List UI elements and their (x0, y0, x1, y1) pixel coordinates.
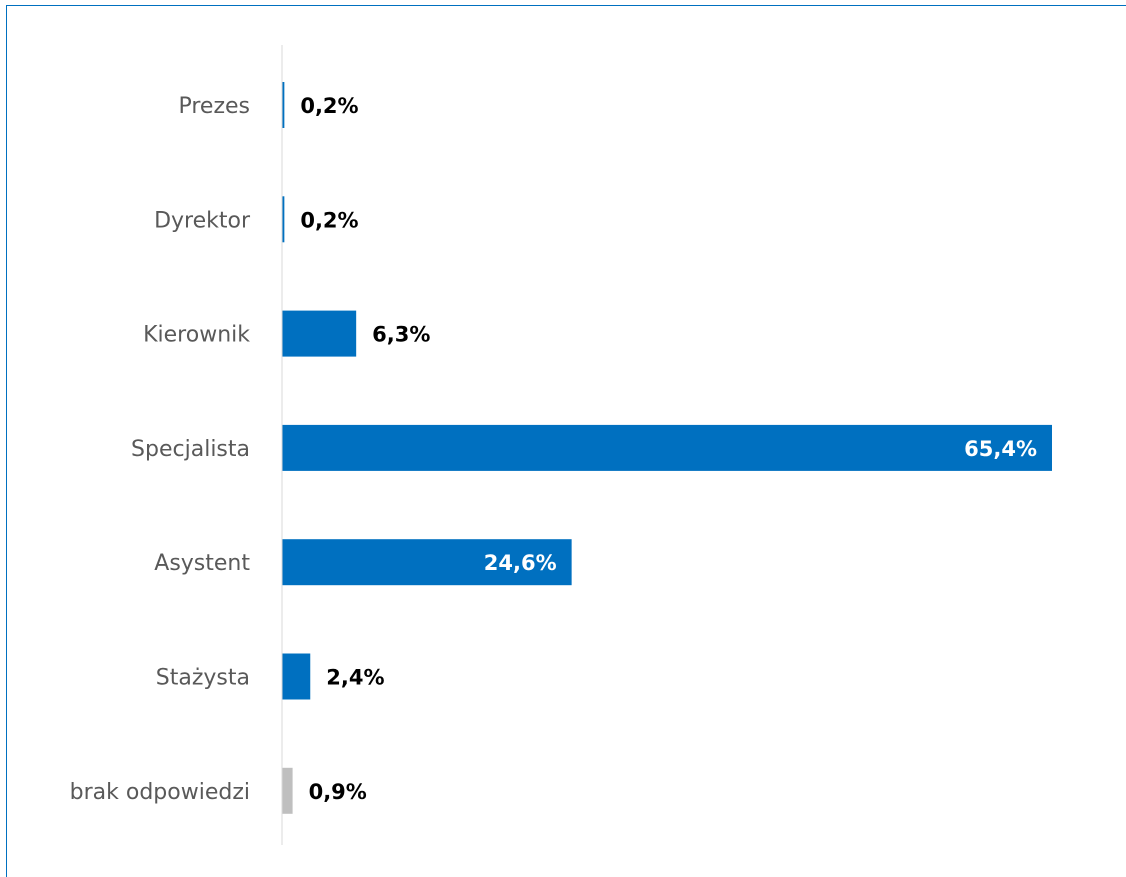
category-label-3: Specjalista (131, 437, 250, 462)
bar-5 (282, 653, 311, 700)
value-label-5: 2,4% (326, 666, 384, 690)
category-label-6: brak odpowiedzi (70, 780, 250, 805)
value-label-4: 24,6% (484, 551, 557, 575)
category-label-5: Stażysta (156, 666, 250, 691)
value-label-6: 0,9% (309, 780, 367, 804)
bars-layer (282, 82, 1052, 814)
chart-frame (6, 5, 1126, 877)
value-label-2: 6,3% (372, 323, 430, 347)
category-label-0: Prezes (178, 94, 250, 119)
category-label-1: Dyrektor (154, 208, 251, 233)
value-label-3: 65,4% (964, 437, 1037, 461)
value-label-1: 0,2% (300, 208, 358, 232)
bar-6 (282, 767, 293, 814)
bar-3 (282, 424, 1052, 471)
bar-0 (282, 82, 285, 128)
value-label-0: 0,2% (300, 94, 358, 118)
category-label-2: Kierownik (143, 323, 250, 348)
labels-layer: Prezes 0,2% Dyrektor 0,2% Kierownik 6,3% Specj… (70, 94, 1037, 805)
bar-1 (282, 196, 285, 243)
category-label-4: Asystent (154, 551, 250, 576)
bar-4 (282, 539, 572, 586)
bar-2 (282, 310, 357, 357)
